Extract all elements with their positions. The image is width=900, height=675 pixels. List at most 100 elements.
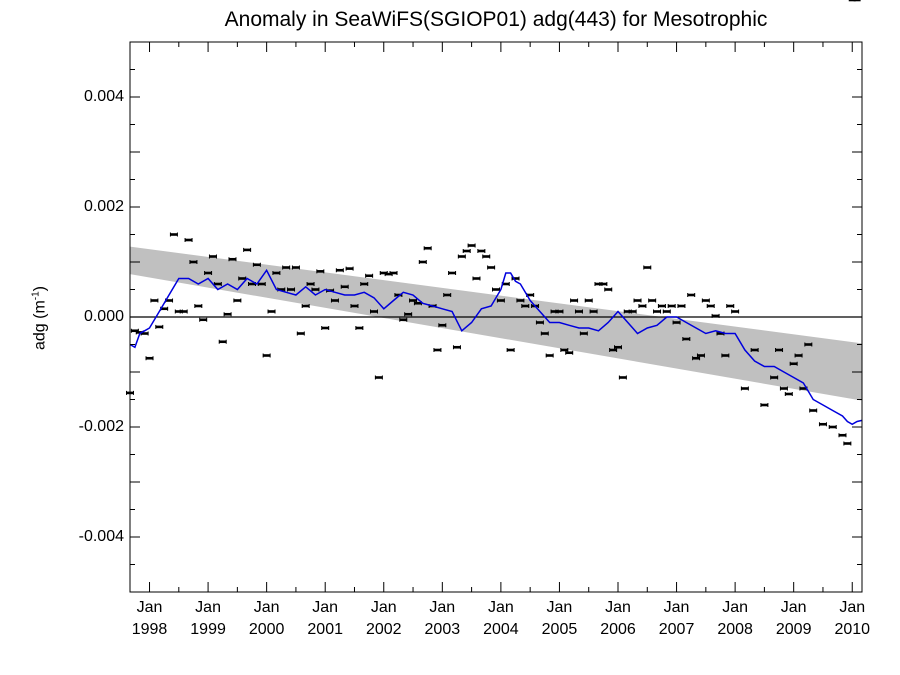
anomaly-marker (184, 238, 193, 242)
anomaly-marker (589, 309, 598, 314)
x-tick-year: 2000 (248, 621, 285, 638)
anomaly-marker (574, 309, 583, 314)
anomaly-marker (682, 337, 691, 341)
anomaly-marker (404, 312, 413, 317)
x-tick-month: Jan (663, 599, 690, 616)
anomaly-marker (370, 309, 378, 314)
anomaly-marker (643, 265, 652, 270)
anomaly-marker (409, 298, 418, 303)
anomaly-marker (330, 298, 339, 303)
x-tick-month: Jan (195, 599, 221, 616)
anomaly-marker (345, 266, 354, 271)
anomaly-marker (477, 249, 486, 253)
anomaly-marker (438, 323, 447, 328)
anomaly-marker (604, 287, 613, 292)
anomaly-marker (189, 260, 198, 264)
y-tick-label: 0.000 (83, 308, 124, 325)
anomaly-marker (218, 339, 227, 344)
x-tick-label: Jan 2004 (483, 597, 519, 641)
x-tick-year: 2006 (600, 621, 636, 638)
anomaly-marker (423, 246, 432, 251)
x-tick-label: Jan 2000 (249, 597, 285, 641)
x-tick-label: Jan 2008 (717, 597, 753, 641)
trend-confidence-band (130, 246, 862, 401)
anomaly-marker (779, 386, 788, 391)
x-tick-year: 2009 (775, 621, 812, 638)
anomaly-marker (667, 304, 676, 308)
anomaly-marker (560, 348, 569, 352)
x-tick-month: Jan (312, 599, 339, 616)
y-axis-label: adg (m-1) (30, 285, 49, 351)
plot-frame (129, 41, 863, 593)
anomaly-marker (570, 298, 579, 303)
x-tick-month: Jan (780, 599, 807, 616)
anomaly-marker (418, 260, 427, 264)
anomaly-marker (443, 293, 452, 297)
anomaly-marker (492, 287, 500, 292)
anomaly-marker (711, 313, 720, 318)
anomaly-marker (740, 386, 749, 391)
anomaly-marker (648, 298, 657, 303)
x-tick-month: Jan (546, 599, 573, 616)
anomaly-marker (653, 309, 662, 314)
anomaly-marker (516, 298, 525, 303)
anomaly-marker (291, 265, 300, 270)
anomaly-marker (809, 408, 818, 413)
anomaly-marker (496, 298, 505, 303)
anomaly-marker (262, 353, 271, 358)
x-tick-label: Jan 2006 (600, 597, 636, 641)
anomaly-marker (545, 353, 554, 358)
anomaly-marker (770, 375, 779, 380)
anomaly-marker (301, 304, 310, 308)
x-tick-year: 2008 (717, 621, 753, 638)
anomaly-marker (472, 276, 481, 281)
x-tick-month: Jan (839, 599, 866, 616)
x-tick-label: Jan 2010 (834, 597, 870, 641)
x-tick-year: 2001 (307, 621, 343, 638)
anomaly-marker (599, 282, 608, 286)
anomaly-marker (194, 304, 203, 308)
anomaly-marker (521, 304, 530, 308)
y-axis-label-exponent: -1 (30, 291, 42, 301)
anomaly-marker (355, 326, 364, 330)
anomaly-marker (584, 298, 593, 303)
anomaly-marker (789, 361, 798, 366)
anomaly-marker (282, 265, 291, 270)
anomaly-marker (360, 282, 369, 286)
x-tick-month: Jan (722, 599, 748, 616)
x-tick-label: Jan 2005 (542, 597, 578, 641)
anomaly-marker (228, 257, 237, 262)
y-tick-label: 0.002 (83, 198, 124, 215)
anomaly-marker (155, 324, 164, 329)
x-tick-year: 2002 (365, 621, 402, 638)
anomaly-marker (457, 254, 466, 259)
x-tick-month: Jan (487, 599, 514, 616)
anomaly-marker (804, 342, 813, 347)
anomaly-marker (487, 265, 496, 270)
anomaly-marker (633, 298, 642, 303)
y-tick-label: -0.002 (78, 418, 124, 435)
x-tick-label: Jan 1998 (132, 597, 168, 641)
x-tick-year: 2007 (658, 621, 695, 638)
anomaly-marker (506, 348, 515, 352)
x-tick-month: Jan (429, 599, 456, 616)
anomaly-marker (843, 441, 852, 446)
anomaly-marker (311, 287, 320, 292)
anomaly-marker (618, 375, 627, 380)
anomaly-marker (579, 331, 588, 336)
anomaly-marker (179, 309, 188, 314)
anomaly-marker (838, 433, 847, 438)
anomaly-marker (726, 304, 735, 308)
anomaly-marker (662, 309, 671, 314)
anomaly-marker (252, 262, 261, 267)
anomaly-marker (389, 271, 398, 275)
monthly-anomaly-markers (126, 0, 861, 446)
chart-title: Anomaly in SeaWiFS(SGIOP01) adg(443) for… (224, 8, 768, 31)
anomaly-marker (169, 232, 178, 237)
anomaly-marker (233, 298, 242, 303)
anomaly-marker (296, 331, 305, 336)
x-tick-label: Jan 1999 (190, 597, 226, 641)
anomaly-marker (721, 353, 730, 358)
anomaly-marker (794, 353, 803, 358)
anomaly-marker (828, 425, 837, 429)
